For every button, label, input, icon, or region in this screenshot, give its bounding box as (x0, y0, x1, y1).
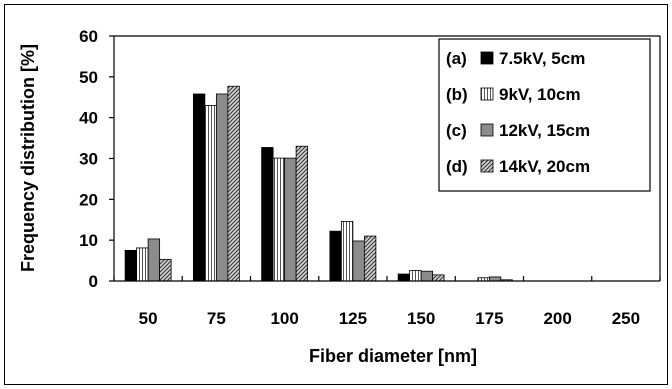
bar-d-75 (227, 85, 240, 282)
legend-swatch (480, 87, 494, 101)
bar-a-150 (397, 273, 411, 282)
bar-d-50 (159, 258, 172, 282)
bar-a-100 (261, 147, 274, 282)
legend-tag: (b) (446, 85, 468, 104)
bar-c-175 (488, 276, 502, 282)
y-tick-label: 60 (79, 27, 98, 46)
bar-b-75 (204, 105, 217, 282)
x-tick-label: 150 (407, 309, 435, 328)
legend-tag: (d) (446, 157, 468, 176)
x-tick-label: 175 (475, 309, 503, 328)
bar-d-100 (295, 145, 309, 282)
legend-item: (a) 7.5kV, 5cm (446, 49, 585, 68)
x-tick-label: 250 (612, 309, 640, 328)
y-tick-label: 40 (79, 109, 98, 128)
y-tick-label: 20 (79, 190, 98, 209)
y-tick-label: 10 (79, 231, 98, 250)
x-axis-ticks: 50 75 100 125 150 175 200 250 (113, 276, 661, 328)
bar-b-50 (136, 247, 149, 282)
legend-item: (d) 14kV, 20cm (446, 157, 590, 176)
legend-box (438, 38, 651, 192)
legend-item: (b) 9kV, 10cm (446, 85, 581, 104)
legend-label: 14kV, 20cm (499, 157, 590, 176)
y-axis-ticks: 0 10 20 30 40 50 60 (79, 27, 114, 291)
bar-c-50 (147, 238, 161, 282)
bar-c-125 (352, 240, 365, 282)
legend-swatch (480, 159, 494, 173)
x-tick-label: 50 (139, 309, 158, 328)
bar-a-50 (124, 249, 138, 282)
bar-d-125 (363, 235, 377, 282)
y-tick-label: 30 (79, 150, 98, 169)
x-tick-label: 75 (207, 309, 226, 328)
bar-series-group (124, 85, 513, 282)
bar-b-100 (272, 157, 286, 282)
legend-tag: (c) (446, 121, 467, 140)
bar-d-150 (432, 274, 445, 282)
bar-a-75 (192, 93, 206, 282)
bar-a-125 (329, 230, 342, 282)
bar-b-125 (340, 220, 354, 282)
bar-c-75 (215, 93, 229, 282)
y-axis-title: Frequency distribution [%] (18, 44, 38, 272)
bar-c-150 (420, 270, 434, 282)
legend: (a) 7.5kV, 5cm (b) 9kV, 10cm (c) 12kV, 15cm (d… (438, 38, 651, 192)
legend-swatch (480, 51, 494, 65)
x-tick-label: 100 (270, 309, 298, 328)
y-tick-label: 50 (79, 68, 98, 87)
bar-b-150 (409, 269, 422, 282)
x-tick-label: 125 (339, 309, 367, 328)
legend-tag: (a) (446, 49, 467, 68)
x-tick-label: 200 (543, 309, 571, 328)
x-axis-title: Fiber diameter [nm] (309, 346, 477, 366)
plot-area: 0 10 20 30 40 50 60 50 75 100 125 150 175 200 250 (79, 27, 661, 328)
legend-label: 9kV, 10cm (499, 85, 581, 104)
legend-label: 12kV, 15cm (499, 121, 590, 140)
legend-swatch (480, 123, 494, 137)
legend-item: (c) 12kV, 15cm (446, 121, 590, 140)
legend-label: 7.5kV, 5cm (499, 49, 585, 68)
bar-c-100 (284, 157, 297, 282)
y-tick-label: 0 (89, 272, 98, 291)
